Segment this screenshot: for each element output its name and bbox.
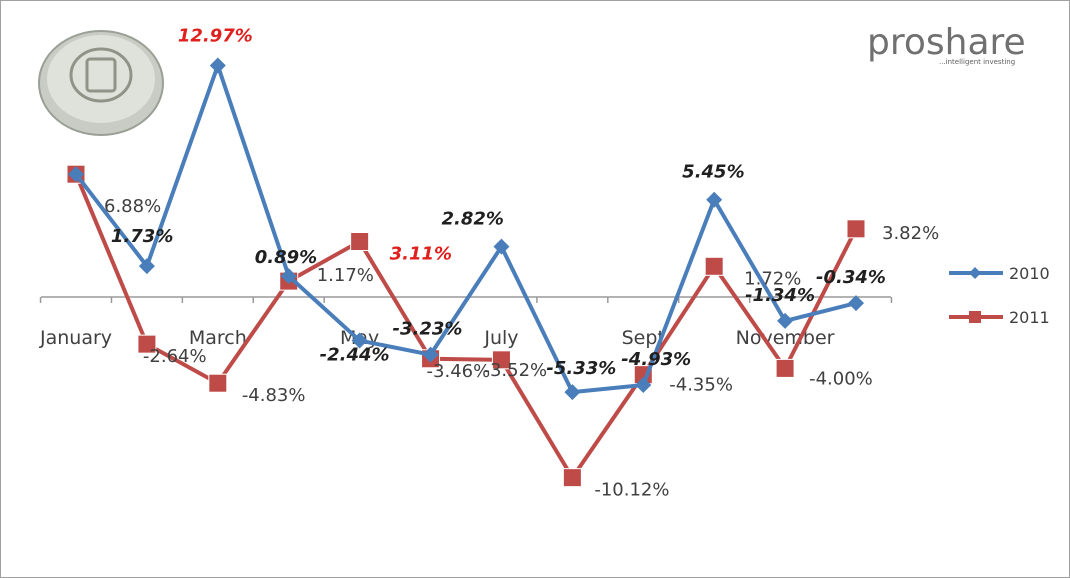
series-line-2010 <box>74 63 857 395</box>
x-tick-label: July <box>483 327 518 349</box>
proshare-logo: proshare ...intelligent investing <box>867 22 1026 66</box>
data-label-2010: -0.34% <box>816 267 886 288</box>
data-label-2011: 3.11% <box>390 243 452 264</box>
data-label-2011: -4.00% <box>809 368 873 389</box>
point-2010 <box>706 191 723 208</box>
point-2010 <box>138 258 155 275</box>
brand-name: proshare <box>867 22 1026 63</box>
point-2010 <box>209 57 226 74</box>
data-label-2011: -3.46% <box>427 361 491 382</box>
point-2011 <box>775 358 795 378</box>
series-2011 <box>66 164 866 488</box>
data-label-2010: 5.45% <box>682 162 744 183</box>
legend-marker <box>969 311 981 323</box>
data-label-2011: -3.52% <box>483 360 547 381</box>
point-2010 <box>777 312 794 329</box>
data-label-2010: 1.17% <box>317 265 374 286</box>
legend-entry-2010: 2010 <box>949 264 1050 283</box>
x-tick-label: November <box>736 327 835 349</box>
legend-label: 2010 <box>1009 264 1050 283</box>
point-2010 <box>351 332 368 349</box>
data-label-2011: -4.35% <box>669 375 733 396</box>
point-2010 <box>848 295 864 312</box>
series-2010 <box>68 57 864 401</box>
series-layer <box>66 57 866 488</box>
data-label-2011: 1.72% <box>744 268 801 289</box>
data-label-2010: -5.33% <box>546 358 616 379</box>
data-label-2010: 1.73% <box>111 226 173 247</box>
legend-entry-2011: 2011 <box>949 308 1050 327</box>
data-labels: 6.88% 1.73% 12.97% 1.17% -2.44%-3.23% 2.82% -5… <box>104 25 939 500</box>
brand-tagline: ...intelligent investing <box>939 58 1015 66</box>
data-label-2010: -4.93% <box>621 349 691 370</box>
point-2011 <box>208 373 228 393</box>
point-2011 <box>704 256 724 276</box>
series-line-2011 <box>74 173 858 480</box>
point-2010 <box>68 166 84 183</box>
point-2010 <box>564 384 581 401</box>
point-2011 <box>350 231 370 251</box>
data-label-2011: -2.64% <box>143 346 207 367</box>
seal-emblem-icon <box>38 30 164 136</box>
data-label-2011: -4.83% <box>242 385 306 406</box>
data-label-2011: 3.82% <box>882 223 939 244</box>
legend-label: 2011 <box>1009 308 1050 327</box>
data-label-2010: 12.97% <box>178 25 253 46</box>
legend: 2010 2011 <box>949 264 1050 327</box>
point-2011 <box>491 350 511 370</box>
data-label-2010: 6.88% <box>104 196 161 217</box>
point-2010 <box>422 346 439 363</box>
data-label-2010: -2.44% <box>320 345 390 366</box>
x-tick-label: March <box>189 327 247 349</box>
point-2011 <box>562 468 582 488</box>
data-label-2010: 2.82% <box>441 209 503 230</box>
data-label-2010: -1.34% <box>745 285 815 306</box>
data-label-2010: -3.23% <box>393 319 463 340</box>
data-label-2011: -10.12% <box>594 480 669 501</box>
point-2010 <box>280 268 297 285</box>
x-tick-label: Sept <box>622 327 665 349</box>
legend-marker <box>969 267 981 279</box>
point-2011 <box>846 219 866 239</box>
x-tick-label: January <box>39 327 112 349</box>
data-label-2011: 0.89% <box>255 247 317 268</box>
point-2010 <box>493 238 510 255</box>
point-2010 <box>635 377 652 394</box>
point-2011 <box>137 334 157 354</box>
